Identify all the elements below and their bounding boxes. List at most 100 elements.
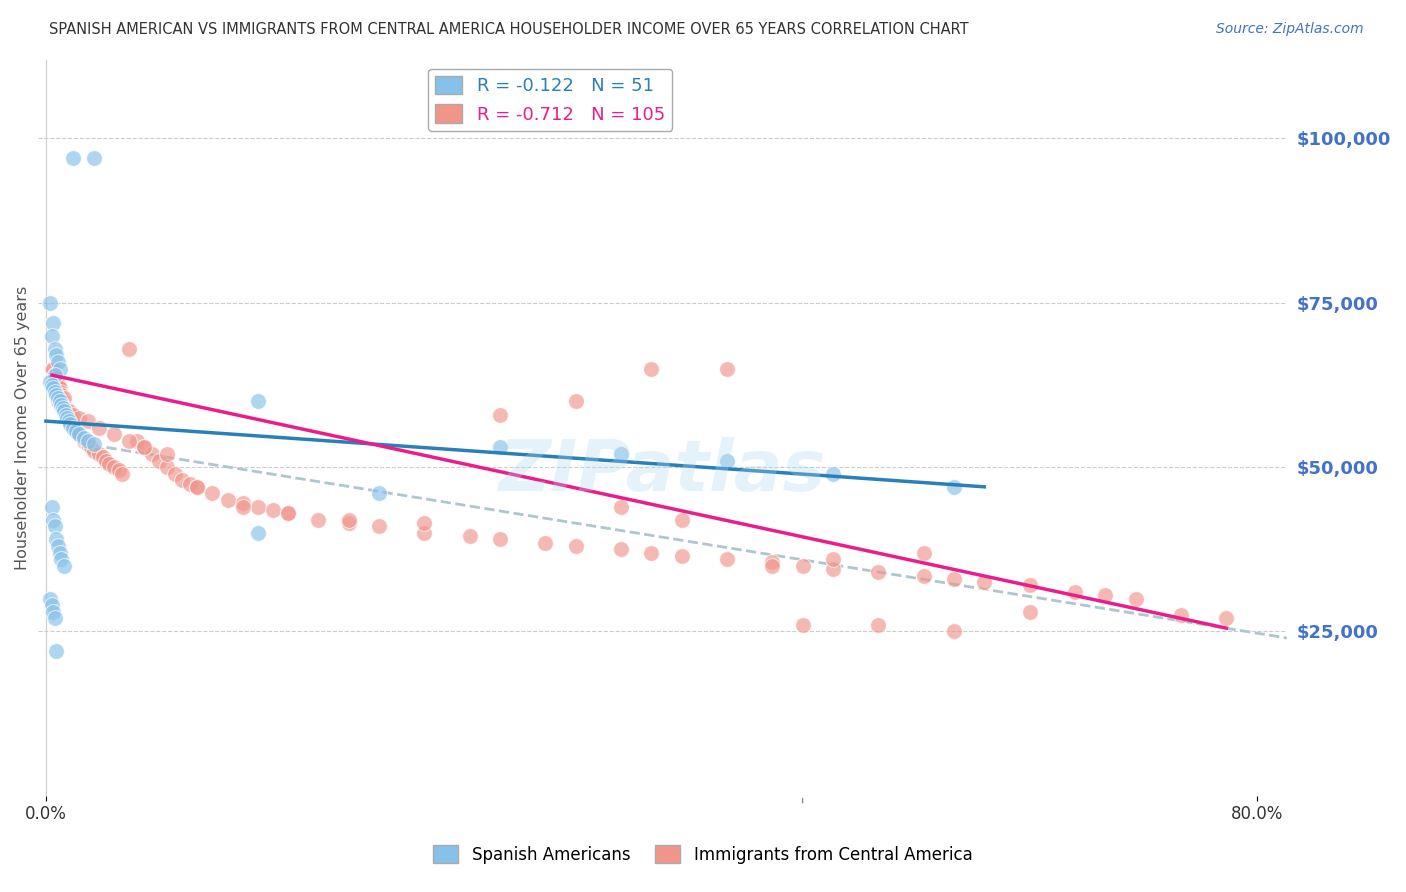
Point bbox=[134, 441, 156, 455]
Point bbox=[172, 473, 194, 487]
Point bbox=[39, 295, 62, 310]
Point bbox=[41, 500, 63, 514]
Point bbox=[118, 434, 141, 448]
Point bbox=[1125, 591, 1147, 606]
Point bbox=[912, 568, 935, 582]
Point bbox=[60, 414, 83, 428]
Point bbox=[413, 525, 436, 540]
Point bbox=[53, 391, 76, 405]
Point bbox=[41, 328, 63, 343]
Point bbox=[42, 361, 65, 376]
Point bbox=[87, 420, 110, 434]
Point bbox=[49, 398, 72, 412]
Point bbox=[45, 348, 67, 362]
Point bbox=[42, 605, 65, 619]
Point bbox=[53, 401, 76, 415]
Point bbox=[62, 151, 84, 165]
Point bbox=[48, 545, 70, 559]
Point bbox=[163, 467, 186, 481]
Point bbox=[77, 434, 100, 448]
Point bbox=[337, 513, 360, 527]
Point bbox=[973, 575, 995, 590]
Point bbox=[148, 453, 170, 467]
Point bbox=[413, 516, 436, 530]
Point bbox=[51, 394, 73, 409]
Point bbox=[62, 417, 84, 432]
Point bbox=[640, 361, 662, 376]
Point bbox=[44, 342, 66, 356]
Point bbox=[671, 513, 693, 527]
Point bbox=[110, 467, 132, 481]
Point bbox=[118, 342, 141, 356]
Point bbox=[42, 381, 65, 395]
Point bbox=[59, 410, 82, 425]
Point bbox=[41, 361, 63, 376]
Point bbox=[821, 467, 844, 481]
Point bbox=[156, 447, 179, 461]
Point bbox=[337, 516, 360, 530]
Point bbox=[83, 437, 105, 451]
Point bbox=[58, 414, 80, 428]
Point bbox=[868, 618, 890, 632]
Point bbox=[868, 566, 890, 580]
Point bbox=[45, 371, 67, 385]
Point bbox=[98, 457, 121, 471]
Point bbox=[73, 434, 96, 448]
Point bbox=[534, 535, 557, 549]
Point bbox=[46, 378, 69, 392]
Point bbox=[232, 500, 254, 514]
Point bbox=[62, 420, 84, 434]
Point bbox=[56, 410, 79, 425]
Point bbox=[48, 381, 70, 395]
Point bbox=[367, 486, 389, 500]
Point bbox=[55, 401, 77, 415]
Point bbox=[134, 441, 156, 455]
Y-axis label: Householder Income Over 65 years: Householder Income Over 65 years bbox=[15, 285, 30, 570]
Point bbox=[49, 552, 72, 566]
Point bbox=[73, 431, 96, 445]
Point bbox=[103, 460, 125, 475]
Point bbox=[45, 533, 67, 547]
Point bbox=[246, 525, 269, 540]
Point bbox=[46, 539, 69, 553]
Text: Source: ZipAtlas.com: Source: ZipAtlas.com bbox=[1216, 22, 1364, 37]
Point bbox=[246, 394, 269, 409]
Point bbox=[55, 408, 77, 422]
Point bbox=[125, 434, 148, 448]
Point bbox=[489, 441, 512, 455]
Point bbox=[62, 408, 84, 422]
Point bbox=[41, 598, 63, 612]
Point bbox=[458, 529, 481, 543]
Point bbox=[367, 519, 389, 533]
Point bbox=[67, 427, 90, 442]
Point bbox=[44, 611, 66, 625]
Point bbox=[96, 453, 118, 467]
Point bbox=[65, 424, 87, 438]
Text: ZIPatlas: ZIPatlas bbox=[499, 437, 827, 507]
Point bbox=[44, 519, 66, 533]
Legend: R = -0.122   N = 51, R = -0.712   N = 105: R = -0.122 N = 51, R = -0.712 N = 105 bbox=[429, 69, 672, 131]
Point bbox=[39, 591, 62, 606]
Point bbox=[83, 443, 105, 458]
Point bbox=[46, 375, 69, 389]
Point bbox=[46, 394, 69, 409]
Point bbox=[671, 549, 693, 563]
Point bbox=[46, 391, 69, 405]
Point bbox=[942, 624, 965, 639]
Point bbox=[1170, 607, 1192, 622]
Point bbox=[942, 572, 965, 586]
Point bbox=[42, 316, 65, 330]
Point bbox=[45, 368, 67, 383]
Point bbox=[45, 388, 67, 402]
Point bbox=[716, 453, 738, 467]
Point bbox=[53, 558, 76, 573]
Point bbox=[67, 427, 90, 442]
Point bbox=[262, 503, 284, 517]
Point bbox=[1018, 605, 1040, 619]
Point bbox=[821, 562, 844, 576]
Point bbox=[186, 480, 208, 494]
Point bbox=[49, 391, 72, 405]
Point bbox=[67, 410, 90, 425]
Point bbox=[87, 447, 110, 461]
Point bbox=[48, 394, 70, 409]
